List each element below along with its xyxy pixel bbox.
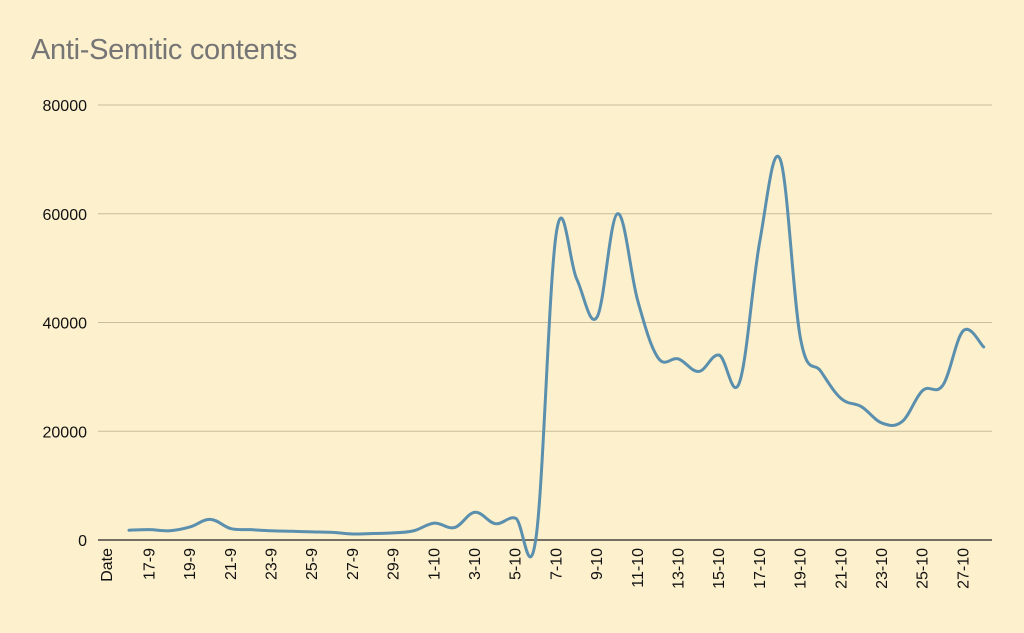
- x-tick-label: 25-9: [304, 548, 321, 580]
- x-tick-label: 17-9: [141, 548, 158, 580]
- x-tick-label: 21-10: [833, 548, 850, 589]
- x-tick-label: 19-9: [182, 548, 199, 580]
- x-tick-label: 15-10: [711, 548, 728, 589]
- x-tick-label: 23-10: [874, 548, 891, 589]
- x-tick-label: 29-9: [386, 548, 403, 580]
- x-tick-label: 9-10: [589, 548, 606, 580]
- x-tick-label: 27-10: [955, 548, 972, 589]
- y-tick-label: 20000: [43, 424, 88, 441]
- x-tick-label: 11-10: [630, 548, 647, 588]
- series-line: [127, 154, 986, 559]
- x-tick-label: 1-10: [426, 548, 443, 580]
- x-tick-label: Date: [99, 548, 116, 582]
- x-tick-label: 13-10: [670, 548, 687, 589]
- x-tick-label: 21-9: [223, 548, 240, 580]
- x-tick-label: 25-10: [915, 548, 932, 589]
- chart-title: Anti-Semitic contents: [31, 34, 298, 66]
- x-tick-label: 3-10: [467, 548, 484, 580]
- gridlines: [98, 104, 992, 541]
- x-tick-label: 23-9: [263, 548, 280, 580]
- y-tick-label: 60000: [43, 207, 88, 224]
- y-tick-label: 0: [78, 533, 87, 550]
- data-points: [127, 157, 986, 539]
- x-tick-label: 5-10: [508, 548, 525, 580]
- x-tick-label: 17-10: [752, 548, 769, 589]
- x-axis-ticks: Date 17-9 19-9 21-9 23-9 25-9 27-9 29-9 1-10 3-10…: [99, 548, 972, 589]
- y-tick-label: 80000: [43, 98, 88, 115]
- y-tick-label: 40000: [43, 316, 88, 333]
- y-axis-ticks: 0 20000 40000 60000 80000: [43, 98, 88, 550]
- x-tick-label: 19-10: [793, 548, 810, 589]
- x-tick-label: 7-10: [548, 548, 565, 580]
- x-tick-label: 27-9: [345, 548, 362, 580]
